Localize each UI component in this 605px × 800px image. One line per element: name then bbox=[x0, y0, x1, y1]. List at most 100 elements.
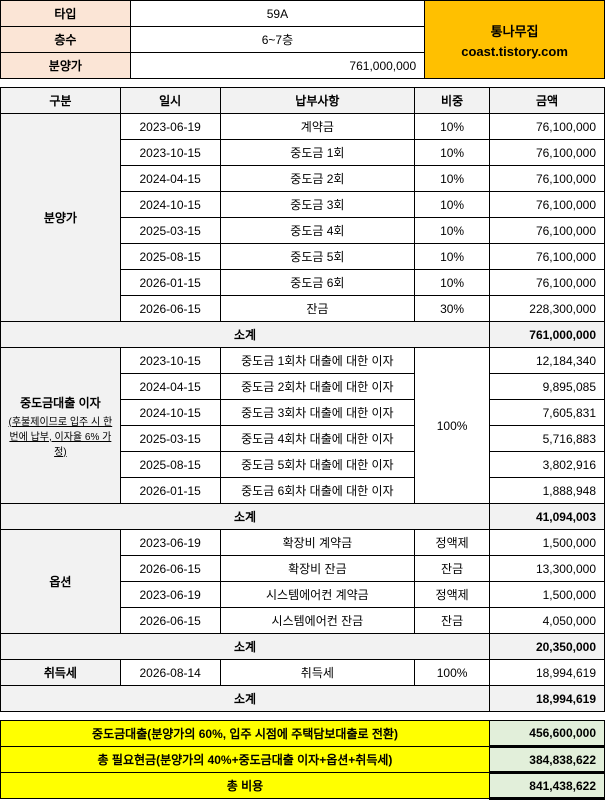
section-head: 취득세 bbox=[1, 660, 121, 686]
cell-ratio: 정액제 bbox=[415, 582, 490, 608]
cell-date: 2025-03-15 bbox=[120, 218, 220, 244]
header-table: 타입 59A 통나무집 coast.tistory.com 층수 6~7층 분양… bbox=[0, 0, 605, 79]
cell-ratio: 10% bbox=[415, 140, 490, 166]
col-ratio: 비중 bbox=[415, 88, 490, 114]
cell-ratio: 10% bbox=[415, 270, 490, 296]
cell-amount: 76,100,000 bbox=[490, 192, 605, 218]
table-row: 옵션2023-06-19확장비 계약금정액제1,500,000 bbox=[1, 530, 605, 556]
cell-item: 잔금 bbox=[220, 296, 415, 322]
cell-amount: 1,888,948 bbox=[490, 478, 605, 504]
cell-item: 중도금 5회 bbox=[220, 244, 415, 270]
cell-amount: 1,500,000 bbox=[490, 582, 605, 608]
subtotal-label: 소계 bbox=[1, 322, 490, 348]
cell-item: 취득세 bbox=[220, 660, 415, 686]
cell-date: 2024-04-15 bbox=[120, 166, 220, 192]
subtotal-amount: 41,094,003 bbox=[490, 504, 605, 530]
cell-ratio: 10% bbox=[415, 218, 490, 244]
cell-amount: 76,100,000 bbox=[490, 114, 605, 140]
cell-amount: 76,100,000 bbox=[490, 244, 605, 270]
cell-item: 중도금 2회차 대출에 대한 이자 bbox=[220, 374, 415, 400]
table-row: 중도금대출 이자(후불제이므로 입주 시 한 번에 납부, 이자율 6% 가정)… bbox=[1, 348, 605, 374]
header-label-price: 분양가 bbox=[1, 53, 131, 79]
cell-amount: 1,500,000 bbox=[490, 530, 605, 556]
header-value-type: 59A bbox=[130, 1, 424, 27]
subtotal-row: 소계18,994,619 bbox=[1, 686, 605, 712]
cell-date: 2026-01-15 bbox=[120, 478, 220, 504]
cell-date: 2026-08-14 bbox=[120, 660, 220, 686]
cell-amount: 5,716,883 bbox=[490, 426, 605, 452]
subtotal-amount: 761,000,000 bbox=[490, 322, 605, 348]
header-label-type: 타입 bbox=[1, 1, 131, 27]
cell-amount: 76,100,000 bbox=[490, 270, 605, 296]
summary-row: 총 비용841,438,622 bbox=[1, 773, 605, 799]
cell-date: 2023-06-19 bbox=[120, 582, 220, 608]
cell-item: 중도금 4회 bbox=[220, 218, 415, 244]
summary-table: 중도금대출(분양가의 60%, 입주 시점에 주택담보대출로 전환)456,60… bbox=[0, 720, 605, 800]
cell-ratio: 10% bbox=[415, 192, 490, 218]
cell-item: 시스템에어컨 계약금 bbox=[220, 582, 415, 608]
cell-item: 중도금 6회차 대출에 대한 이자 bbox=[220, 478, 415, 504]
cell-date: 2024-04-15 bbox=[120, 374, 220, 400]
cell-date: 2026-06-15 bbox=[120, 556, 220, 582]
subtotal-amount: 18,994,619 bbox=[490, 686, 605, 712]
cell-ratio: 정액제 bbox=[415, 530, 490, 556]
cell-date: 2023-06-19 bbox=[120, 530, 220, 556]
cell-amount: 18,994,619 bbox=[490, 660, 605, 686]
cell-amount: 76,100,000 bbox=[490, 140, 605, 166]
cell-date: 2024-10-15 bbox=[120, 400, 220, 426]
summary-amount: 456,600,000 bbox=[490, 721, 605, 747]
cell-amount: 9,895,085 bbox=[490, 374, 605, 400]
header-value-floor: 6~7층 bbox=[130, 27, 424, 53]
summary-label: 총 비용 bbox=[1, 773, 490, 799]
subtotal-row: 소계761,000,000 bbox=[1, 322, 605, 348]
cell-item: 확장비 계약금 bbox=[220, 530, 415, 556]
header-value-price: 761,000,000 bbox=[130, 53, 424, 79]
cell-item: 시스템에어컨 잔금 bbox=[220, 608, 415, 634]
summary-row: 총 필요현금(분양가의 40%+중도금대출 이자+옵션+취득세)384,838,… bbox=[1, 747, 605, 773]
subtotal-label: 소계 bbox=[1, 634, 490, 660]
cell-amount: 7,605,831 bbox=[490, 400, 605, 426]
summary-label: 총 필요현금(분양가의 40%+중도금대출 이자+옵션+취득세) bbox=[1, 747, 490, 773]
summary-amount: 841,438,622 bbox=[490, 773, 605, 799]
cell-amount: 12,184,340 bbox=[490, 348, 605, 374]
section-head: 분양가 bbox=[1, 114, 121, 322]
subtotal-row: 소계41,094,003 bbox=[1, 504, 605, 530]
main-table: 구분 일시 납부사항 비중 금액 분양가2023-06-19계약금10%76,1… bbox=[0, 87, 605, 712]
col-item: 납부사항 bbox=[220, 88, 415, 114]
brand-line2: coast.tistory.com bbox=[431, 44, 598, 59]
cell-date: 2023-10-15 bbox=[120, 140, 220, 166]
table-row: 취득세2026-08-14취득세100%18,994,619 bbox=[1, 660, 605, 686]
cell-amount: 228,300,000 bbox=[490, 296, 605, 322]
cell-ratio: 10% bbox=[415, 244, 490, 270]
cell-date: 2023-06-19 bbox=[120, 114, 220, 140]
cell-date: 2025-03-15 bbox=[120, 426, 220, 452]
cell-ratio: 30% bbox=[415, 296, 490, 322]
cell-amount: 4,050,000 bbox=[490, 608, 605, 634]
col-section: 구분 bbox=[1, 88, 121, 114]
summary-amount: 384,838,622 bbox=[490, 747, 605, 773]
cell-item: 중도금 3회 bbox=[220, 192, 415, 218]
cell-item: 중도금 6회 bbox=[220, 270, 415, 296]
cell-item: 계약금 bbox=[220, 114, 415, 140]
col-date: 일시 bbox=[120, 88, 220, 114]
cell-item: 중도금 5회차 대출에 대한 이자 bbox=[220, 452, 415, 478]
cell-ratio: 잔금 bbox=[415, 556, 490, 582]
cell-date: 2026-06-15 bbox=[120, 296, 220, 322]
cell-ratio: 10% bbox=[415, 166, 490, 192]
col-amount: 금액 bbox=[490, 88, 605, 114]
subtotal-label: 소계 bbox=[1, 504, 490, 530]
subtotal-row: 소계20,350,000 bbox=[1, 634, 605, 660]
section-head: 옵션 bbox=[1, 530, 121, 634]
cell-item: 중도금 3회차 대출에 대한 이자 bbox=[220, 400, 415, 426]
cell-ratio: 100% bbox=[415, 660, 490, 686]
cell-item: 중도금 1회 bbox=[220, 140, 415, 166]
cell-amount: 13,300,000 bbox=[490, 556, 605, 582]
cell-item: 확장비 잔금 bbox=[220, 556, 415, 582]
cell-amount: 76,100,000 bbox=[490, 218, 605, 244]
header-label-floor: 층수 bbox=[1, 27, 131, 53]
cell-date: 2025-08-15 bbox=[120, 244, 220, 270]
cell-ratio: 100% bbox=[415, 348, 490, 504]
cell-date: 2026-01-15 bbox=[120, 270, 220, 296]
cell-amount: 76,100,000 bbox=[490, 166, 605, 192]
brand-cell: 통나무집 coast.tistory.com bbox=[425, 1, 605, 79]
